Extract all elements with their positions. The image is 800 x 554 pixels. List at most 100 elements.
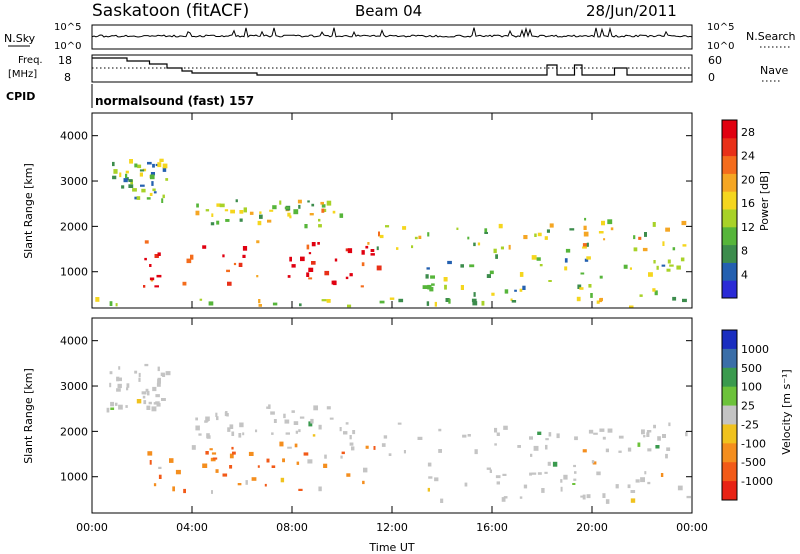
power-colorbar-swatch <box>722 226 737 246</box>
heatmap-cell <box>448 298 451 304</box>
heatmap-cell <box>397 422 402 425</box>
heatmap-cell <box>157 252 161 256</box>
heatmap-cell <box>430 275 435 279</box>
heatmap-cell <box>365 245 369 249</box>
heatmap-cell <box>229 465 233 469</box>
heatmap-cell <box>630 498 636 503</box>
heatmap-cell <box>298 429 301 433</box>
heatmap-cell <box>138 377 141 382</box>
heatmap-cell <box>536 257 541 261</box>
heatmap-cell <box>686 495 691 499</box>
heatmap-cell <box>158 466 162 469</box>
cpid-value: normalsound (fast) 157 <box>95 94 254 108</box>
heatmap-cell <box>643 435 646 438</box>
heatmap-cell <box>149 460 152 465</box>
velocity-colorbar-swatch <box>722 443 737 463</box>
freq-tick-top: 18 <box>58 54 72 67</box>
heatmap-cell <box>607 428 613 433</box>
heatmap-cell <box>572 483 576 485</box>
heatmap-cell <box>147 390 150 396</box>
heatmap-cell <box>312 434 316 437</box>
heatmap-cell <box>318 224 322 228</box>
heatmap-cell <box>268 404 271 409</box>
heatmap-cell <box>152 386 157 392</box>
velocity-heatmap-cells <box>106 363 691 504</box>
heatmap-cell <box>365 445 369 449</box>
heatmap-cell <box>317 242 320 245</box>
heatmap-cell <box>500 246 504 250</box>
heatmap-cell <box>627 447 632 452</box>
heatmap-cell <box>682 244 687 247</box>
heatmap-cell <box>266 458 270 463</box>
power-y-axis-label: Slant Range [km] <box>22 163 35 259</box>
heatmap-cell <box>222 254 225 258</box>
heatmap-cell <box>324 454 327 459</box>
nsearch-tick-top: 10^5 <box>707 22 734 33</box>
heatmap-cell <box>398 298 404 303</box>
heatmap-cell <box>257 465 260 468</box>
heatmap-cell <box>202 245 207 249</box>
heatmap-cell <box>460 264 464 268</box>
heatmap-cell <box>592 461 597 465</box>
power-panel: 4000 3000 2000 1000 Slant Range [km] 28 24 20… <box>22 112 771 309</box>
heatmap-cell <box>227 281 232 286</box>
heatmap-cell <box>668 422 671 427</box>
heatmap-cell <box>573 478 577 481</box>
heatmap-cell <box>144 363 149 367</box>
heatmap-cell <box>438 428 442 432</box>
heatmap-cell <box>308 277 313 280</box>
x-tick-label: 00:00 <box>676 521 708 534</box>
velocity-colorbar-swatch <box>722 462 737 482</box>
heatmap-cell <box>165 371 171 376</box>
heatmap-cell <box>440 498 444 503</box>
freq-strip: Freq. [MHz] 18 8 60 0 Nave <box>8 54 788 84</box>
heatmap-cell <box>151 181 154 186</box>
heatmap-cell <box>388 453 392 456</box>
heatmap-cell <box>212 457 218 460</box>
heatmap-cell <box>491 292 495 296</box>
heatmap-cell <box>427 487 430 492</box>
velocity-colorbar-tick: 25 <box>741 400 755 413</box>
heatmap-cell <box>489 469 492 473</box>
cpid-label: CPID <box>6 90 35 103</box>
heatmap-cell <box>590 293 593 298</box>
heatmap-cell <box>508 244 511 250</box>
heatmap-cell <box>349 442 354 446</box>
heatmap-cell <box>326 406 331 410</box>
power-colorbar-tick: 12 <box>741 221 755 234</box>
heatmap-cell <box>576 296 581 302</box>
heatmap-cell <box>153 483 157 487</box>
x-tick-label: 04:00 <box>176 521 208 534</box>
heatmap-cell <box>511 300 517 303</box>
heatmap-cell <box>517 445 521 448</box>
heatmap-cell <box>157 377 161 382</box>
power-colorbar-tick: 28 <box>741 126 755 139</box>
heatmap-cell <box>361 262 365 267</box>
heatmap-cell <box>294 443 298 448</box>
heatmap-cell <box>116 377 120 381</box>
heatmap-cell <box>272 205 277 210</box>
power-colorbar-swatch <box>722 209 737 228</box>
heatmap-cell <box>271 465 276 468</box>
heatmap-cell <box>310 418 314 424</box>
heatmap-cell <box>309 213 314 216</box>
heatmap-cell <box>495 475 501 479</box>
heatmap-cell <box>225 219 230 222</box>
heatmap-cell <box>190 254 194 260</box>
heatmap-cell <box>573 464 576 468</box>
heatmap-cell <box>195 417 198 421</box>
heatmap-cell <box>582 246 587 249</box>
heatmap-cell <box>672 296 677 301</box>
heatmap-cell <box>206 435 211 439</box>
heatmap-cell <box>154 285 159 288</box>
heatmap-cell <box>148 401 152 405</box>
heatmap-cell <box>680 257 685 262</box>
heatmap-cell <box>605 499 610 504</box>
power-colorbar-swatch <box>722 173 737 192</box>
heatmap-cell <box>588 429 594 434</box>
heatmap-cell <box>534 233 537 237</box>
heatmap-cell <box>339 213 344 218</box>
heatmap-cell <box>243 207 247 213</box>
heatmap-cell <box>146 405 151 410</box>
heatmap-cell <box>284 206 290 210</box>
